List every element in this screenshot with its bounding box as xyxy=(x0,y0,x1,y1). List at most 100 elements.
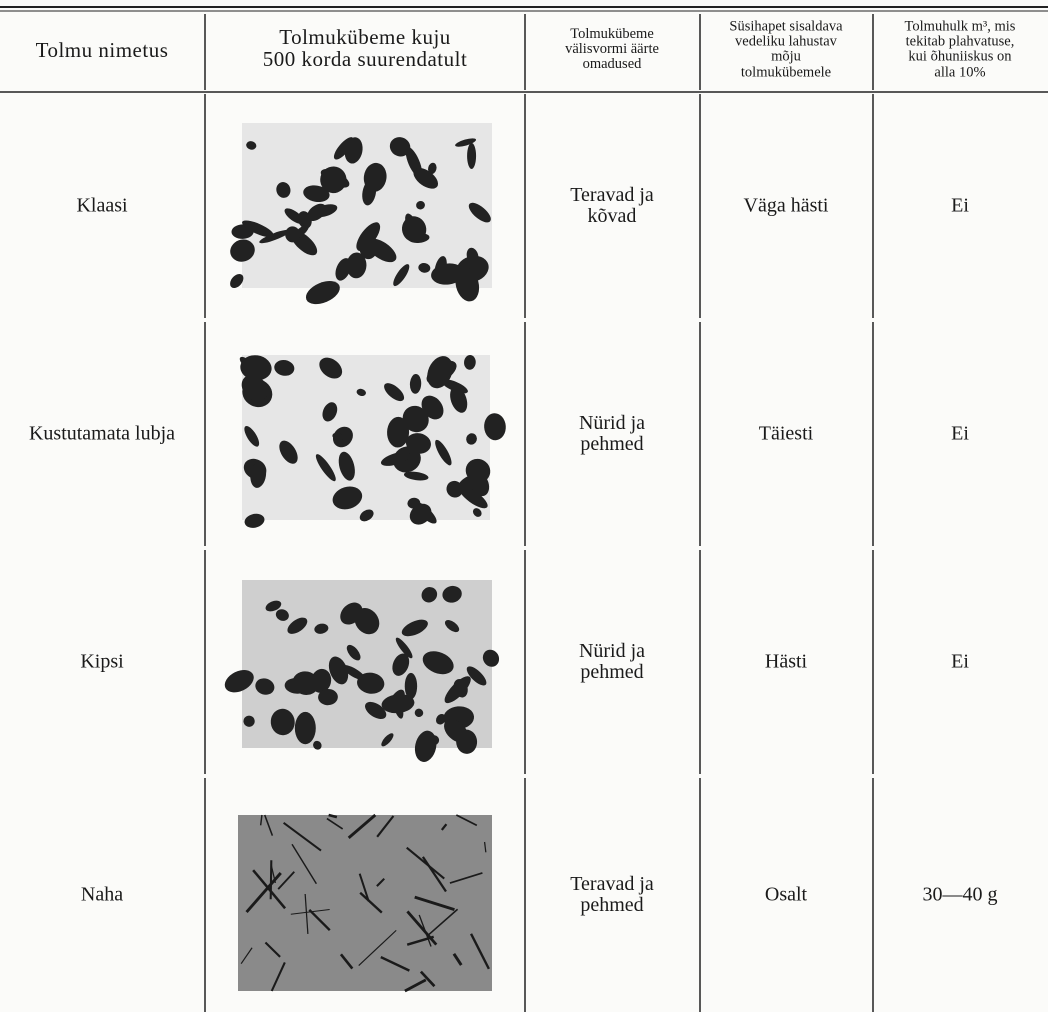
particle xyxy=(406,910,438,946)
particle xyxy=(240,355,272,381)
particle xyxy=(328,656,349,685)
text-line: Teravad ja xyxy=(570,184,654,206)
edge-properties: Nürid ja pehmed xyxy=(579,413,645,455)
particle xyxy=(388,689,405,713)
particle xyxy=(224,670,254,693)
dissolution: Osalt xyxy=(764,883,808,906)
particle xyxy=(418,262,431,273)
particle xyxy=(305,281,340,305)
particle xyxy=(431,263,465,285)
particle xyxy=(242,220,274,238)
particle xyxy=(275,609,289,621)
particle xyxy=(346,644,361,661)
particle xyxy=(344,137,363,164)
particle xyxy=(314,623,329,634)
particle xyxy=(246,141,257,150)
particle xyxy=(359,236,378,260)
particle xyxy=(264,941,281,958)
column-lines xyxy=(204,14,874,1012)
particle xyxy=(240,947,253,964)
particle xyxy=(392,653,410,676)
particle xyxy=(395,637,413,659)
particle xyxy=(332,432,344,441)
text-line: Teravad ja xyxy=(570,873,654,895)
dissolution: Täiesti xyxy=(758,422,814,445)
particle xyxy=(308,908,331,932)
particle xyxy=(244,425,260,447)
particle xyxy=(429,735,440,746)
particle xyxy=(315,454,336,482)
micrograph xyxy=(224,580,500,762)
particle xyxy=(389,137,411,157)
particle xyxy=(270,708,295,736)
particle xyxy=(328,813,338,819)
particle xyxy=(362,179,377,206)
text-line: Naha xyxy=(80,883,124,906)
text-line: Nürid ja xyxy=(578,412,646,434)
particle xyxy=(455,814,478,827)
text-line: omadused xyxy=(582,56,642,73)
text-line: Tolmukübeme kuju xyxy=(279,24,451,49)
text-line: Osalt xyxy=(764,883,808,906)
text-line: Tolmukübeme xyxy=(570,26,654,43)
particle xyxy=(255,678,275,695)
micrograph xyxy=(230,123,492,305)
particle xyxy=(387,416,410,448)
particle xyxy=(244,513,265,528)
particle xyxy=(358,929,397,967)
particle xyxy=(313,740,322,750)
particle xyxy=(376,815,395,838)
dissolution: Väga hästi xyxy=(744,195,829,217)
particle xyxy=(284,208,304,224)
particle xyxy=(421,587,438,603)
text-line: Ei xyxy=(951,422,969,445)
particle xyxy=(466,433,477,445)
particle xyxy=(458,485,488,509)
text-line: 500 korda suurendatult xyxy=(262,47,468,71)
particle xyxy=(393,264,410,287)
text-line: Ei xyxy=(951,650,969,673)
particle xyxy=(435,439,452,466)
particle xyxy=(285,226,300,243)
particle xyxy=(406,846,445,880)
particle xyxy=(416,200,425,210)
text-line: Ei xyxy=(951,194,969,217)
particle xyxy=(241,374,268,402)
row-name: Klaasi xyxy=(76,194,128,217)
particle xyxy=(421,395,444,420)
particle xyxy=(414,895,455,912)
particle xyxy=(291,843,317,885)
particle xyxy=(277,871,295,890)
edge-properties: Teravad ja pehmed xyxy=(570,874,654,916)
particle xyxy=(283,822,322,852)
dust-amount: Ei xyxy=(951,194,969,217)
text-line: mõju xyxy=(771,49,801,65)
text-line: pehmed xyxy=(580,433,644,455)
particle xyxy=(347,813,377,839)
particle xyxy=(346,252,367,279)
header-cell: Tolmuhulk m³, mis tekitab plahvatuse, kui … xyxy=(905,19,1016,81)
particle xyxy=(259,229,291,244)
particle xyxy=(270,864,277,884)
particle xyxy=(441,379,468,394)
particle xyxy=(326,817,344,830)
text-line: Tolmu nimetus xyxy=(35,37,169,62)
particle xyxy=(482,649,500,667)
text-line: pehmed xyxy=(580,661,644,683)
particle xyxy=(446,480,463,498)
particle xyxy=(376,877,385,887)
particle xyxy=(404,672,418,700)
particle xyxy=(274,359,295,376)
particle xyxy=(465,458,491,483)
particle xyxy=(452,952,463,966)
particle xyxy=(332,486,363,510)
particle xyxy=(444,676,471,704)
text-line: Klaasi xyxy=(76,194,128,217)
text-line: tekitab plahvatuse, xyxy=(905,33,1015,50)
particle xyxy=(279,440,298,464)
text-line: vedeliku lahustav xyxy=(735,33,837,50)
text-line: Täiesti xyxy=(758,422,814,445)
particle xyxy=(449,872,483,884)
text-line: pehmed xyxy=(580,894,644,916)
particle xyxy=(428,162,437,175)
